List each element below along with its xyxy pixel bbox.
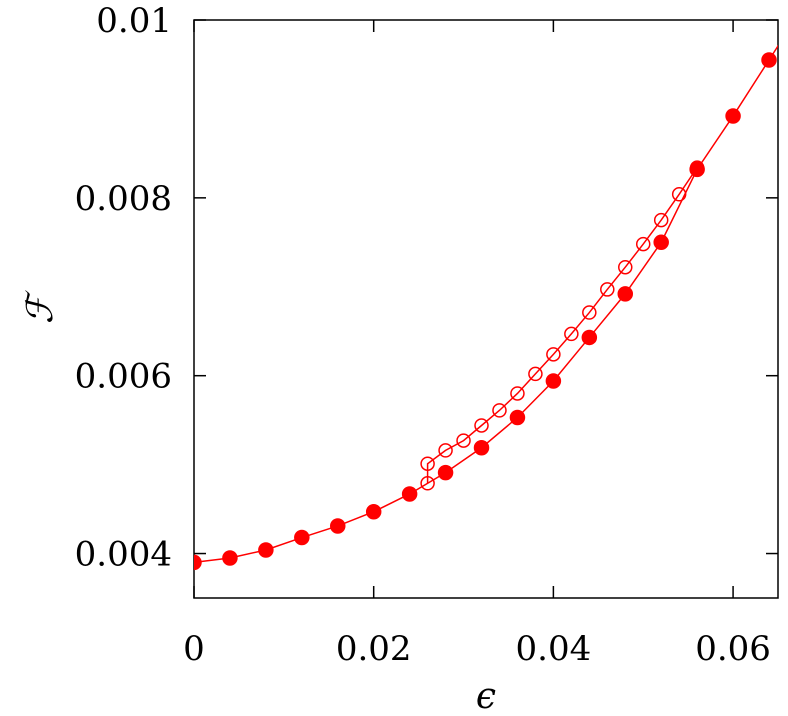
series-line bbox=[194, 44, 778, 564]
data-point-open bbox=[420, 456, 435, 471]
tick-labels: 0 0.02 0.04 0.06 0.004 0.006 0.008 0.01 bbox=[75, 1, 771, 669]
data-point-filled bbox=[258, 542, 274, 558]
data-point-open bbox=[635, 236, 651, 252]
data-point-open bbox=[528, 366, 543, 382]
data-point-open bbox=[456, 433, 471, 448]
y-axis-label: ℱ bbox=[20, 290, 61, 324]
data-point-open bbox=[653, 212, 669, 228]
data-point-open bbox=[600, 282, 615, 297]
data-point-filled bbox=[194, 554, 202, 571]
y-tick-label: 0.004 bbox=[75, 535, 172, 575]
x-tick-label: 0.02 bbox=[336, 629, 412, 669]
data-point-open bbox=[510, 386, 525, 401]
data-point-filled bbox=[581, 329, 598, 346]
series-open bbox=[420, 160, 705, 491]
data-point-filled bbox=[365, 503, 382, 520]
plot-series bbox=[194, 44, 778, 571]
data-point-open bbox=[618, 259, 633, 275]
data-point-filled bbox=[725, 108, 741, 124]
x-tick-label: 0.06 bbox=[695, 629, 771, 669]
data-point-filled bbox=[401, 486, 418, 502]
data-point-filled bbox=[761, 52, 777, 68]
x-tick-label: 0.04 bbox=[516, 629, 592, 669]
x-tick-label: 0 bbox=[183, 629, 205, 669]
data-point-open bbox=[582, 305, 597, 320]
data-point-filled bbox=[509, 409, 526, 426]
data-point-open bbox=[546, 347, 561, 362]
plot-frame bbox=[193, 19, 779, 599]
data-point-filled bbox=[473, 439, 490, 456]
data-point-open bbox=[564, 326, 579, 342]
data-point-open bbox=[492, 403, 507, 418]
data-point-open bbox=[420, 476, 435, 491]
data-point-filled bbox=[437, 464, 454, 481]
y-tick-label: 0.008 bbox=[75, 179, 172, 219]
data-point-filled bbox=[330, 518, 346, 534]
data-point-open bbox=[671, 187, 687, 202]
data-point-open bbox=[438, 443, 453, 458]
data-point-open bbox=[689, 160, 705, 175]
x-axis-label: ϵ bbox=[476, 676, 496, 716]
axes bbox=[193, 19, 779, 599]
data-point-open bbox=[474, 418, 489, 433]
y-tick-label: 0.01 bbox=[96, 1, 172, 41]
data-point-filled bbox=[653, 234, 669, 251]
data-point-filled bbox=[545, 373, 562, 389]
series-filled bbox=[194, 44, 778, 571]
data-point-filled bbox=[294, 529, 310, 546]
data-point-filled bbox=[222, 550, 238, 566]
data-point-filled bbox=[617, 286, 634, 302]
y-tick-label: 0.006 bbox=[75, 357, 172, 397]
